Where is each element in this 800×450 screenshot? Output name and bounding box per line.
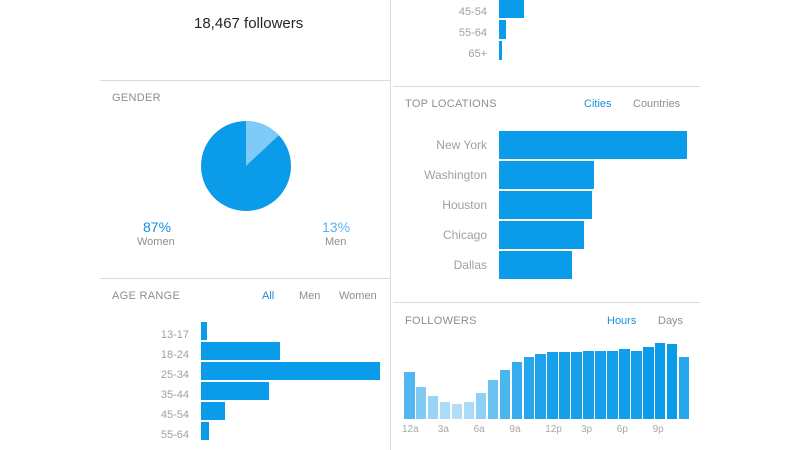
loc-bar	[499, 221, 584, 249]
followers-hour-bar	[535, 353, 546, 419]
divider	[393, 302, 700, 303]
age-bar	[201, 322, 207, 340]
divider	[100, 278, 390, 279]
women-label: Women	[137, 236, 175, 248]
x-tick-label: 9p	[652, 424, 664, 435]
followers-hour-bar	[487, 380, 499, 419]
age-label: 13-17	[160, 329, 189, 341]
followers-hours-chart	[404, 340, 690, 419]
loc-label: Houston	[442, 198, 487, 212]
followers-hour-bar	[631, 350, 642, 419]
loc-bar	[499, 251, 572, 279]
tab-men[interactable]: Men	[299, 290, 321, 302]
followers-hour-bar	[475, 392, 487, 419]
loc-label: Dallas	[453, 258, 487, 272]
age-top-label: 55-64	[458, 27, 487, 39]
followers-hour-bar	[439, 402, 451, 419]
age-bar	[201, 422, 209, 440]
age-label: 25-34	[160, 369, 189, 381]
followers-hour-bar	[404, 371, 415, 419]
followers-hour-bar	[559, 351, 570, 419]
women-percent: 87%	[143, 219, 172, 235]
x-tick-label: 6p	[616, 424, 628, 435]
tab-hours[interactable]: Hours	[607, 315, 637, 327]
followers-hour-bar	[463, 402, 475, 419]
pie-slice-men	[246, 121, 279, 166]
loc-bar	[499, 161, 594, 189]
tab-all[interactable]: All	[262, 290, 275, 302]
followers-hour-bar	[583, 350, 594, 419]
tab-women[interactable]: Women	[339, 290, 377, 302]
age-top-label: 65+	[468, 48, 487, 60]
x-tick-label: 6a	[473, 424, 485, 435]
loc-label: New York	[436, 138, 487, 152]
age-label: 35-44	[160, 389, 189, 401]
age-label: 45-54	[160, 409, 189, 421]
age-top-bar	[499, 20, 506, 39]
x-tick-label: 12p	[545, 424, 562, 435]
followers-hour-bar	[678, 356, 690, 419]
followers-hour-bar	[619, 349, 630, 419]
loc-bar	[499, 131, 687, 159]
men-percent: 13%	[322, 219, 351, 235]
age-top-bar	[499, 41, 502, 60]
x-tick-label: 9a	[509, 424, 521, 435]
gender-pie-chart	[201, 121, 291, 211]
x-tick-label: 3a	[437, 424, 449, 435]
followers-hour-bar	[523, 356, 534, 419]
followers-hour-bar	[427, 395, 439, 419]
followers-title: FOLLOWERS	[405, 315, 477, 327]
followers-hour-bar	[547, 351, 558, 419]
age-top-label: 45-54	[458, 6, 487, 18]
followers-hour-bar	[607, 350, 618, 419]
followers-hour-bar	[511, 362, 523, 419]
gender-title: GENDER	[112, 92, 161, 104]
x-tick-label: 12a	[402, 424, 419, 435]
followers-hour-bar	[415, 387, 427, 419]
age-bar	[201, 402, 225, 420]
followers-hour-bar	[595, 350, 606, 419]
divider	[393, 86, 700, 87]
followers-hour-bar	[451, 404, 463, 419]
loc-label: Washington	[424, 168, 487, 182]
men-label: Men	[325, 236, 347, 248]
top-locations-title: TOP LOCATIONS	[405, 98, 497, 110]
tab-cities[interactable]: Cities	[584, 98, 612, 110]
age-label: 55-64	[160, 429, 189, 441]
age-range-title: AGE RANGE	[112, 290, 181, 302]
age-top-bar	[499, 0, 524, 18]
age-bar	[201, 362, 380, 380]
followers-hour-bar	[571, 351, 582, 419]
loc-label: Chicago	[442, 228, 487, 242]
tab-countries[interactable]: Countries	[633, 98, 681, 110]
tab-days[interactable]: Days	[658, 315, 684, 327]
loc-bar	[499, 191, 592, 219]
x-tick-label: 3p	[581, 424, 593, 435]
age-label: 18-24	[160, 349, 189, 361]
followers-hour-bar	[499, 369, 511, 419]
followers-hour-bar	[643, 347, 654, 419]
followers-hour-bar	[666, 344, 678, 419]
age-bar	[201, 382, 269, 400]
column-divider	[390, 0, 391, 450]
divider	[100, 80, 390, 81]
followers-count: 18,467 followers	[194, 15, 304, 32]
age-bar	[201, 342, 280, 360]
followers-hour-bar	[654, 343, 666, 419]
